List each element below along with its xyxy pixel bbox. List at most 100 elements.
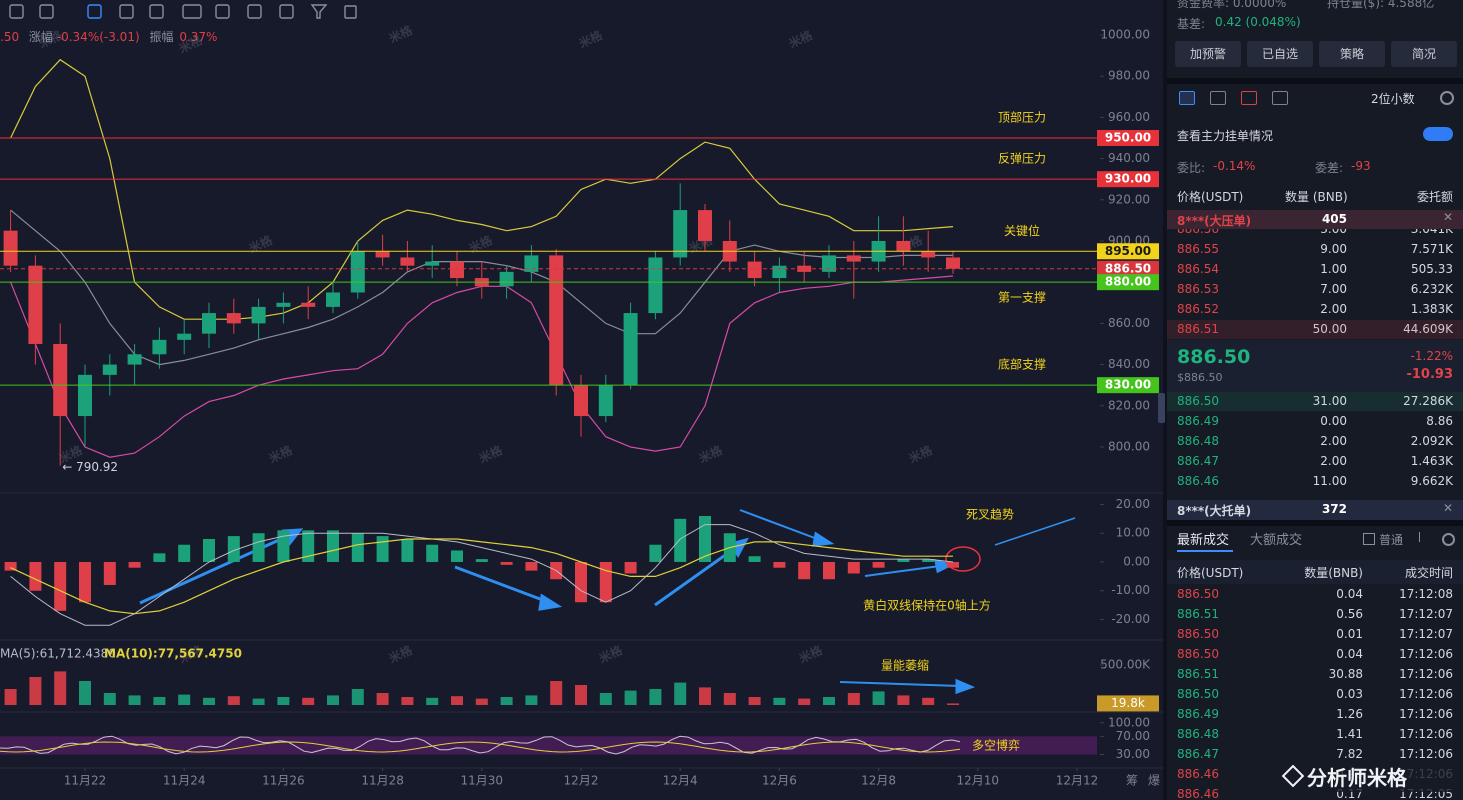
sort-icon[interactable] bbox=[1419, 532, 1430, 542]
candle-body bbox=[276, 302, 291, 307]
tool-icon[interactable] bbox=[182, 4, 202, 19]
candle-body bbox=[772, 265, 787, 279]
checkbox[interactable] bbox=[1363, 533, 1375, 545]
tool-icon[interactable] bbox=[149, 4, 164, 19]
y-tick-label: 920.00 bbox=[1108, 192, 1150, 206]
ask-price: 886.52 bbox=[1177, 302, 1219, 316]
level-annotation: 第一支撑 bbox=[998, 290, 1046, 305]
panel-button[interactable]: 已自选 bbox=[1247, 41, 1313, 67]
y-tick-label: 30.00 bbox=[1116, 747, 1150, 761]
tool-icon[interactable] bbox=[247, 4, 262, 19]
tool-icon[interactable] bbox=[279, 4, 294, 19]
panel-button[interactable]: 加预警 bbox=[1175, 41, 1241, 67]
tool-icon[interactable] bbox=[9, 4, 24, 19]
x-tick-label: 11月26 bbox=[262, 774, 305, 788]
volume-bar bbox=[351, 689, 364, 705]
y-tick-label: 20.00 bbox=[1116, 497, 1150, 511]
toggle[interactable] bbox=[1423, 127, 1453, 141]
book-view-icon[interactable] bbox=[1241, 91, 1257, 105]
volume-bar bbox=[872, 691, 885, 705]
y-tick-label: 100.00 bbox=[1108, 715, 1150, 729]
tool-icon[interactable] bbox=[119, 4, 134, 19]
candle-body bbox=[177, 333, 192, 340]
macd-bar bbox=[451, 550, 463, 562]
macd-bar bbox=[203, 538, 215, 562]
volume-annotation: 量能萎缩 bbox=[881, 658, 929, 673]
tab-underline bbox=[1177, 550, 1233, 552]
ask-qty: 50.00 bbox=[1312, 322, 1347, 336]
ask-depth bbox=[1167, 320, 1463, 339]
panel-button[interactable]: 策略 bbox=[1319, 41, 1385, 67]
trade-header: 价格(USDT) bbox=[1177, 566, 1244, 580]
osc-label: 多空博弈 bbox=[972, 738, 1020, 753]
bid-amount: 2.092K bbox=[1410, 434, 1453, 448]
price-tag-label: 880.00 bbox=[1105, 275, 1151, 289]
book-header: 委托额 bbox=[1416, 190, 1453, 204]
mid-bg bbox=[1167, 340, 1463, 392]
volume-bar bbox=[575, 685, 587, 705]
settings-icon[interactable] bbox=[1440, 91, 1454, 105]
basis-label: 基差: bbox=[1177, 17, 1206, 31]
ask-amount: 505.33 bbox=[1411, 262, 1453, 276]
volume-bar bbox=[624, 690, 637, 705]
price-tag-label: 886.50 bbox=[1105, 261, 1151, 275]
trade-qty: 0.01 bbox=[1336, 627, 1363, 641]
decimals[interactable]: 2位小数 bbox=[1371, 92, 1415, 106]
tool-icon[interactable] bbox=[215, 4, 230, 19]
book-view-icon[interactable] bbox=[1272, 91, 1288, 105]
axis-extra: 筹 bbox=[1126, 774, 1138, 788]
x-tick-label: 12月12 bbox=[1056, 774, 1099, 788]
low-annotation: ← 790.92 bbox=[62, 460, 118, 474]
book-header: 价格(USDT) bbox=[1177, 190, 1244, 204]
x-tick-label: 12月4 bbox=[663, 774, 698, 788]
close-x[interactable]: ✕ bbox=[1443, 501, 1454, 515]
normal[interactable]: 普通 bbox=[1379, 533, 1404, 547]
y-tick-label: 960.00 bbox=[1108, 110, 1150, 124]
candle-body bbox=[28, 265, 43, 344]
bid-qty: 0.00 bbox=[1320, 414, 1347, 428]
tool-icon[interactable] bbox=[344, 5, 357, 19]
book-view-icon[interactable] bbox=[1210, 91, 1226, 105]
volume-bar bbox=[674, 682, 687, 705]
dif-line bbox=[10, 524, 954, 626]
price-tag-label: 930.00 bbox=[1105, 172, 1151, 186]
macd-bar bbox=[525, 561, 538, 571]
bid-price: 886.48 bbox=[1177, 434, 1219, 448]
ask-price: 886.53 bbox=[1177, 282, 1219, 296]
trade-qty: 0.56 bbox=[1336, 607, 1363, 621]
macd-bar bbox=[376, 536, 389, 562]
settings-icon[interactable] bbox=[1442, 533, 1455, 546]
collapse-handle[interactable] bbox=[1158, 393, 1165, 423]
tool-icon[interactable] bbox=[87, 4, 102, 19]
bid-qty: 2.00 bbox=[1320, 434, 1347, 448]
macd-bar bbox=[599, 561, 612, 603]
trade-time: 17:12:06 bbox=[1399, 727, 1453, 741]
y-tick-label: 1000.00 bbox=[1100, 28, 1150, 42]
candle-body bbox=[896, 240, 911, 252]
ratio-label: 委比: bbox=[1177, 161, 1206, 175]
pane-separators bbox=[0, 492, 1163, 769]
panel-button[interactable]: 简况 bbox=[1391, 41, 1457, 67]
candle-body bbox=[450, 261, 464, 279]
candle-body bbox=[152, 339, 167, 355]
tool-icon[interactable] bbox=[310, 4, 328, 19]
macd-bar bbox=[103, 561, 116, 585]
macd-bar bbox=[624, 561, 637, 574]
close-x[interactable]: ✕ bbox=[1443, 210, 1454, 224]
tab[interactable]: 大额成交 bbox=[1250, 533, 1303, 548]
volume-bar bbox=[327, 695, 339, 705]
volume-bar bbox=[178, 694, 191, 705]
tab[interactable]: 最新成交 bbox=[1177, 533, 1230, 548]
book-view-icon[interactable] bbox=[1179, 91, 1195, 105]
main-orders[interactable]: 查看主力挂单情况 bbox=[1177, 129, 1274, 143]
macd-bar bbox=[426, 544, 439, 562]
trade-price: 886.47 bbox=[1177, 747, 1219, 761]
macd-bar bbox=[922, 559, 935, 562]
x-tick-label: 12月10 bbox=[957, 774, 1000, 788]
macd-bar bbox=[227, 536, 240, 562]
tool-icon[interactable] bbox=[39, 4, 54, 19]
candle-body bbox=[549, 255, 564, 386]
bid-price: 886.46 bbox=[1177, 474, 1219, 488]
macd-bar bbox=[500, 561, 513, 565]
macd-bar bbox=[54, 561, 67, 611]
